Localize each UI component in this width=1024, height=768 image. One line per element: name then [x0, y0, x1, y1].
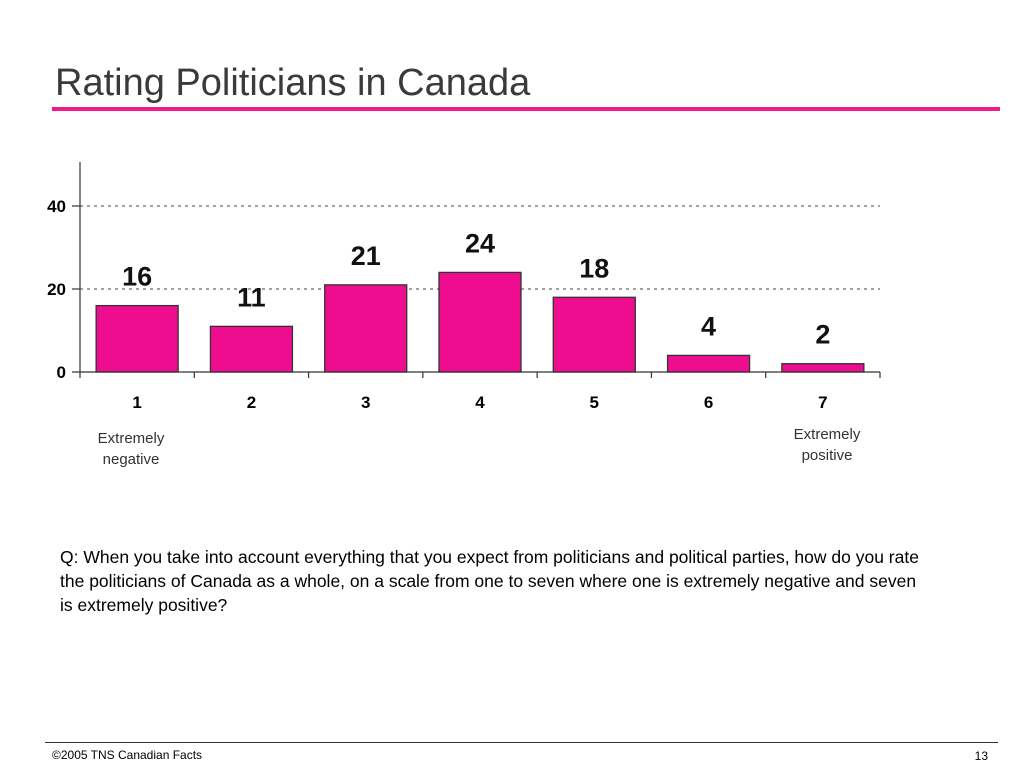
scale-label-low: Extremely negative: [97, 430, 165, 468]
x-tick-label: 4: [475, 393, 485, 412]
footer-copyright: ©2005 TNS Canadian Facts: [52, 748, 203, 762]
data-label: 2: [815, 320, 830, 350]
data-label: 16: [122, 262, 152, 292]
page-title: Rating Politicians in Canada: [55, 62, 531, 104]
y-tick-label: 40: [47, 197, 66, 216]
bar: [438, 271, 522, 373]
bar: [781, 363, 865, 373]
data-label: 24: [465, 228, 495, 258]
bar: [95, 304, 179, 373]
bar: [324, 284, 408, 373]
title-underline: [52, 107, 1000, 111]
data-label: 4: [701, 311, 716, 341]
x-tick-label: 7: [818, 393, 827, 412]
bar: [209, 325, 294, 373]
x-tick-label: 3: [361, 393, 370, 412]
survey-question: Q: When you take into account everything…: [60, 547, 919, 615]
scale-label-high: Extremely positive: [793, 426, 861, 464]
x-tick-label: 1: [132, 393, 141, 412]
x-tick-label: 6: [704, 393, 713, 412]
data-label: 11: [237, 282, 266, 312]
x-tick-label: 5: [590, 393, 599, 412]
x-tick-label: 2: [247, 393, 256, 412]
data-label: 18: [579, 253, 609, 283]
footer-divider: [45, 742, 998, 743]
y-tick-label: 0: [57, 363, 66, 382]
data-label: 21: [351, 241, 381, 271]
bar: [666, 354, 751, 373]
y-tick-label: 20: [47, 280, 66, 299]
page-number: 13: [974, 749, 988, 763]
bar: [552, 296, 636, 373]
